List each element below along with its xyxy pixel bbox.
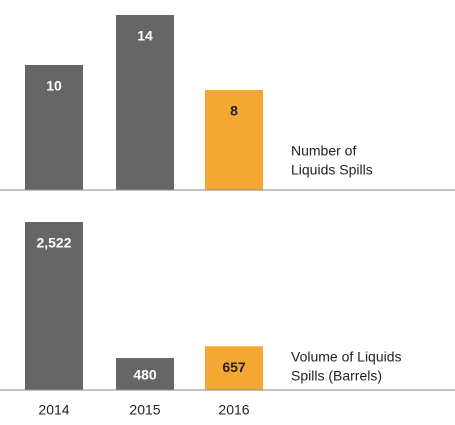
data-label: 2,522 bbox=[36, 235, 71, 251]
data-label: 10 bbox=[46, 78, 62, 94]
x-tick-label: 2015 bbox=[129, 402, 160, 418]
x-tick-label: 2014 bbox=[38, 402, 69, 418]
chart-title: Number of bbox=[291, 143, 356, 159]
data-label: 480 bbox=[133, 367, 157, 383]
bar bbox=[116, 358, 174, 390]
data-label: 14 bbox=[137, 28, 153, 44]
bar bbox=[25, 222, 83, 390]
x-tick-label: 2016 bbox=[218, 402, 249, 418]
chart-title: Volume of Liquids bbox=[291, 349, 402, 365]
chart-title: Spills (Barrels) bbox=[291, 368, 382, 384]
data-label: 8 bbox=[230, 103, 238, 119]
bar bbox=[116, 15, 174, 190]
bar bbox=[25, 65, 83, 190]
bar bbox=[205, 90, 263, 190]
bar bbox=[205, 346, 263, 390]
chart-title: Liquids Spills bbox=[291, 162, 373, 178]
data-label: 657 bbox=[222, 359, 246, 375]
